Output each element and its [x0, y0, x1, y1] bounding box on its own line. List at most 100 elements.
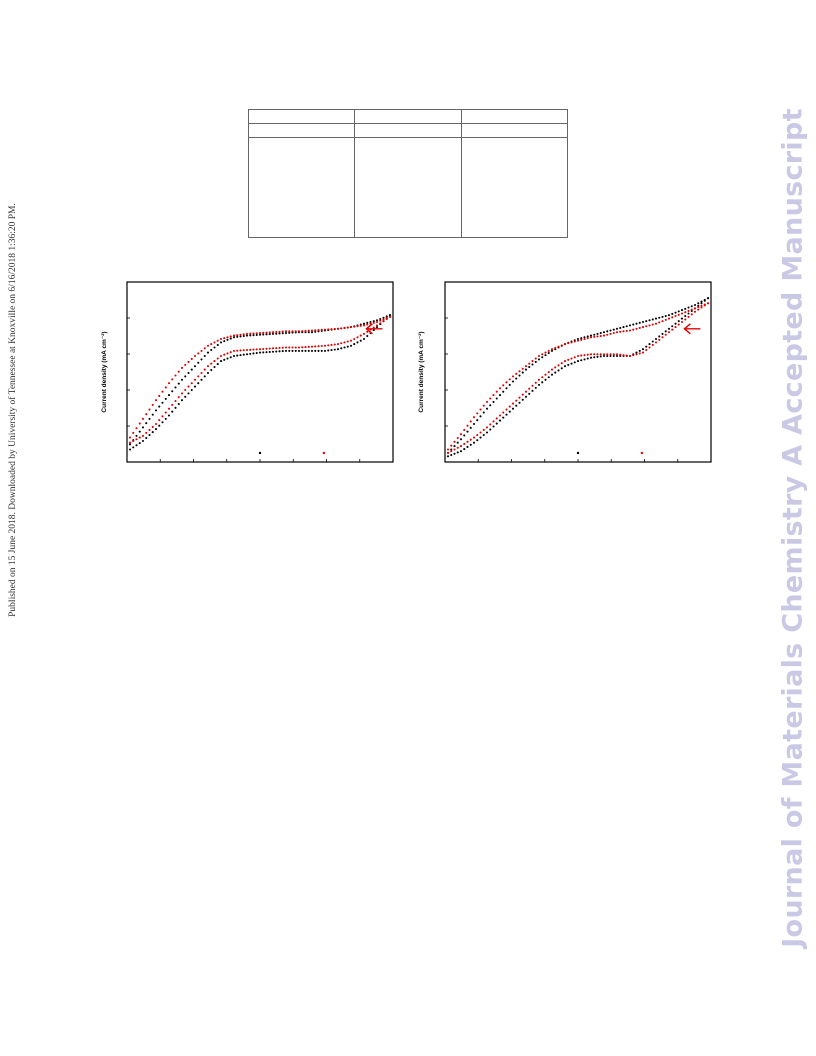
data-point [534, 386, 537, 389]
data-point [262, 333, 265, 336]
data-point [232, 349, 236, 352]
data-point [450, 453, 453, 457]
data-point [645, 320, 648, 323]
data-point [524, 395, 528, 398]
data-point [453, 448, 456, 451]
data-point [288, 346, 291, 349]
data-point [232, 354, 236, 358]
data-point [258, 348, 262, 351]
data-point [379, 317, 382, 321]
data-point [265, 351, 268, 354]
data-point [589, 334, 593, 337]
data-point [547, 371, 550, 374]
data-point [544, 351, 547, 354]
data-point [469, 438, 472, 441]
data-point [366, 334, 369, 338]
data-point [317, 329, 320, 332]
data-point [544, 378, 547, 381]
data-point [531, 360, 534, 363]
data-point [469, 443, 472, 446]
data-point [320, 349, 323, 352]
data-point [515, 404, 518, 407]
data-point [158, 394, 161, 397]
data-point [576, 339, 580, 342]
data-point [346, 345, 349, 348]
data-point [469, 426, 472, 429]
data-point [609, 354, 612, 358]
chart-2-ylabel: Current density (mA cm⁻²) [418, 331, 425, 413]
data-point [489, 397, 492, 400]
data-point [632, 354, 635, 357]
data-point [193, 365, 197, 368]
data-point [223, 358, 226, 361]
data-point [161, 415, 164, 418]
data-point [210, 362, 213, 365]
data-point [609, 332, 612, 335]
data-point [372, 326, 375, 329]
data-point [479, 415, 482, 418]
data-point [651, 343, 654, 346]
data-point [684, 307, 687, 310]
data-point [265, 331, 268, 334]
data-point [635, 327, 638, 330]
data-point [456, 446, 459, 449]
data-point [492, 420, 495, 423]
data-point [693, 310, 697, 313]
data-point [680, 320, 684, 324]
data-point [177, 370, 180, 373]
data-point [531, 384, 534, 387]
data-point [576, 354, 580, 358]
table-cell [460, 109, 569, 124]
data-point [524, 368, 528, 371]
data-point [167, 414, 171, 417]
data-point [615, 354, 619, 358]
data-point [450, 448, 453, 451]
data-point [466, 440, 469, 443]
data-point [375, 320, 379, 324]
data-point [294, 346, 297, 349]
data-point [521, 367, 524, 370]
data-point [599, 355, 602, 358]
data-point [492, 394, 495, 397]
data-point [245, 353, 249, 356]
data-point [128, 443, 132, 446]
data-point [648, 324, 651, 327]
data-point [369, 320, 372, 324]
data-point [586, 337, 589, 340]
data-point [375, 319, 379, 322]
data-point [560, 367, 563, 370]
plot-frame [126, 281, 394, 463]
data-point [297, 346, 301, 349]
data-point [482, 404, 485, 407]
data-point [612, 328, 615, 331]
data-point [476, 439, 479, 442]
data-point [498, 387, 502, 390]
data-point [216, 363, 219, 366]
data-point [213, 360, 216, 363]
data-point [622, 354, 625, 357]
data-point [583, 358, 586, 361]
data-point [255, 332, 258, 335]
data-point [502, 390, 505, 393]
data-point [550, 348, 554, 351]
data-point [216, 343, 219, 346]
data-point [219, 360, 223, 363]
data-point [327, 328, 330, 331]
data-point [366, 323, 369, 326]
data-point [138, 436, 141, 439]
data-point [667, 327, 671, 330]
data-point [154, 409, 158, 412]
data-point [557, 364, 560, 367]
data-point [356, 341, 359, 344]
data-point [353, 337, 356, 341]
data-point [528, 366, 531, 369]
data-point [589, 336, 593, 339]
data-point [674, 315, 677, 318]
data-point [547, 349, 550, 352]
data-point [349, 326, 353, 329]
data-point [174, 374, 177, 377]
data-point [505, 413, 508, 416]
data-point [223, 337, 226, 340]
data-point [307, 331, 310, 334]
data-point [654, 341, 658, 344]
